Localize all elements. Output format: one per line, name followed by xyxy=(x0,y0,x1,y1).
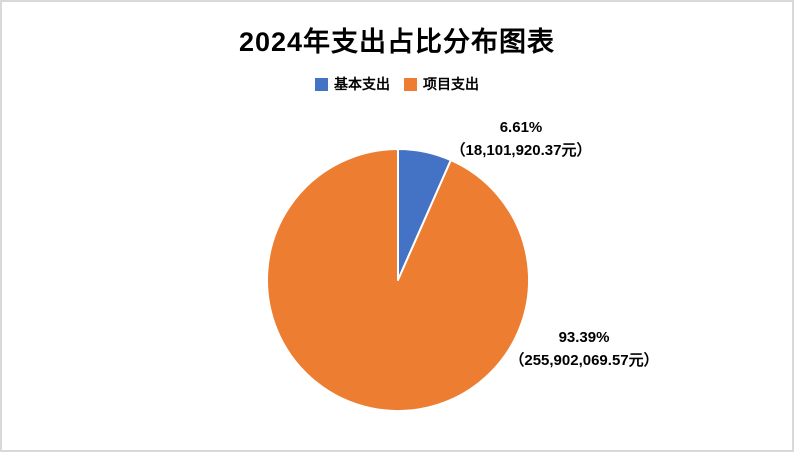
data-label-project-value: （255,902,069.57元） xyxy=(509,352,659,369)
data-label-basic-expenditure: 6.61% （18,101,920.37元） xyxy=(451,116,592,162)
legend-swatch-basic-icon xyxy=(315,77,328,91)
legend-label-basic: 基本支出 xyxy=(334,76,390,92)
data-label-project-percent: 93.39% xyxy=(558,329,610,346)
legend-swatch-project-icon xyxy=(404,77,417,91)
legend-item-basic-expenditure[interactable]: 基本支出 xyxy=(315,74,390,94)
legend-label-project: 项目支出 xyxy=(423,76,479,92)
legend-item-project-expenditure[interactable]: 项目支出 xyxy=(404,74,479,94)
pie-slice-1[interactable] xyxy=(266,148,530,412)
pie-chart xyxy=(266,148,530,412)
chart-title: 2024年支出占比分布图表 xyxy=(238,27,556,57)
data-label-project-expenditure: 93.39% （255,902,069.57元） xyxy=(509,326,658,372)
data-label-basic-value: （18,101,920.37元） xyxy=(450,142,592,159)
chart-legend: 基本支出 项目支出 xyxy=(2,74,792,94)
data-label-basic-percent: 6.61% xyxy=(499,119,543,136)
